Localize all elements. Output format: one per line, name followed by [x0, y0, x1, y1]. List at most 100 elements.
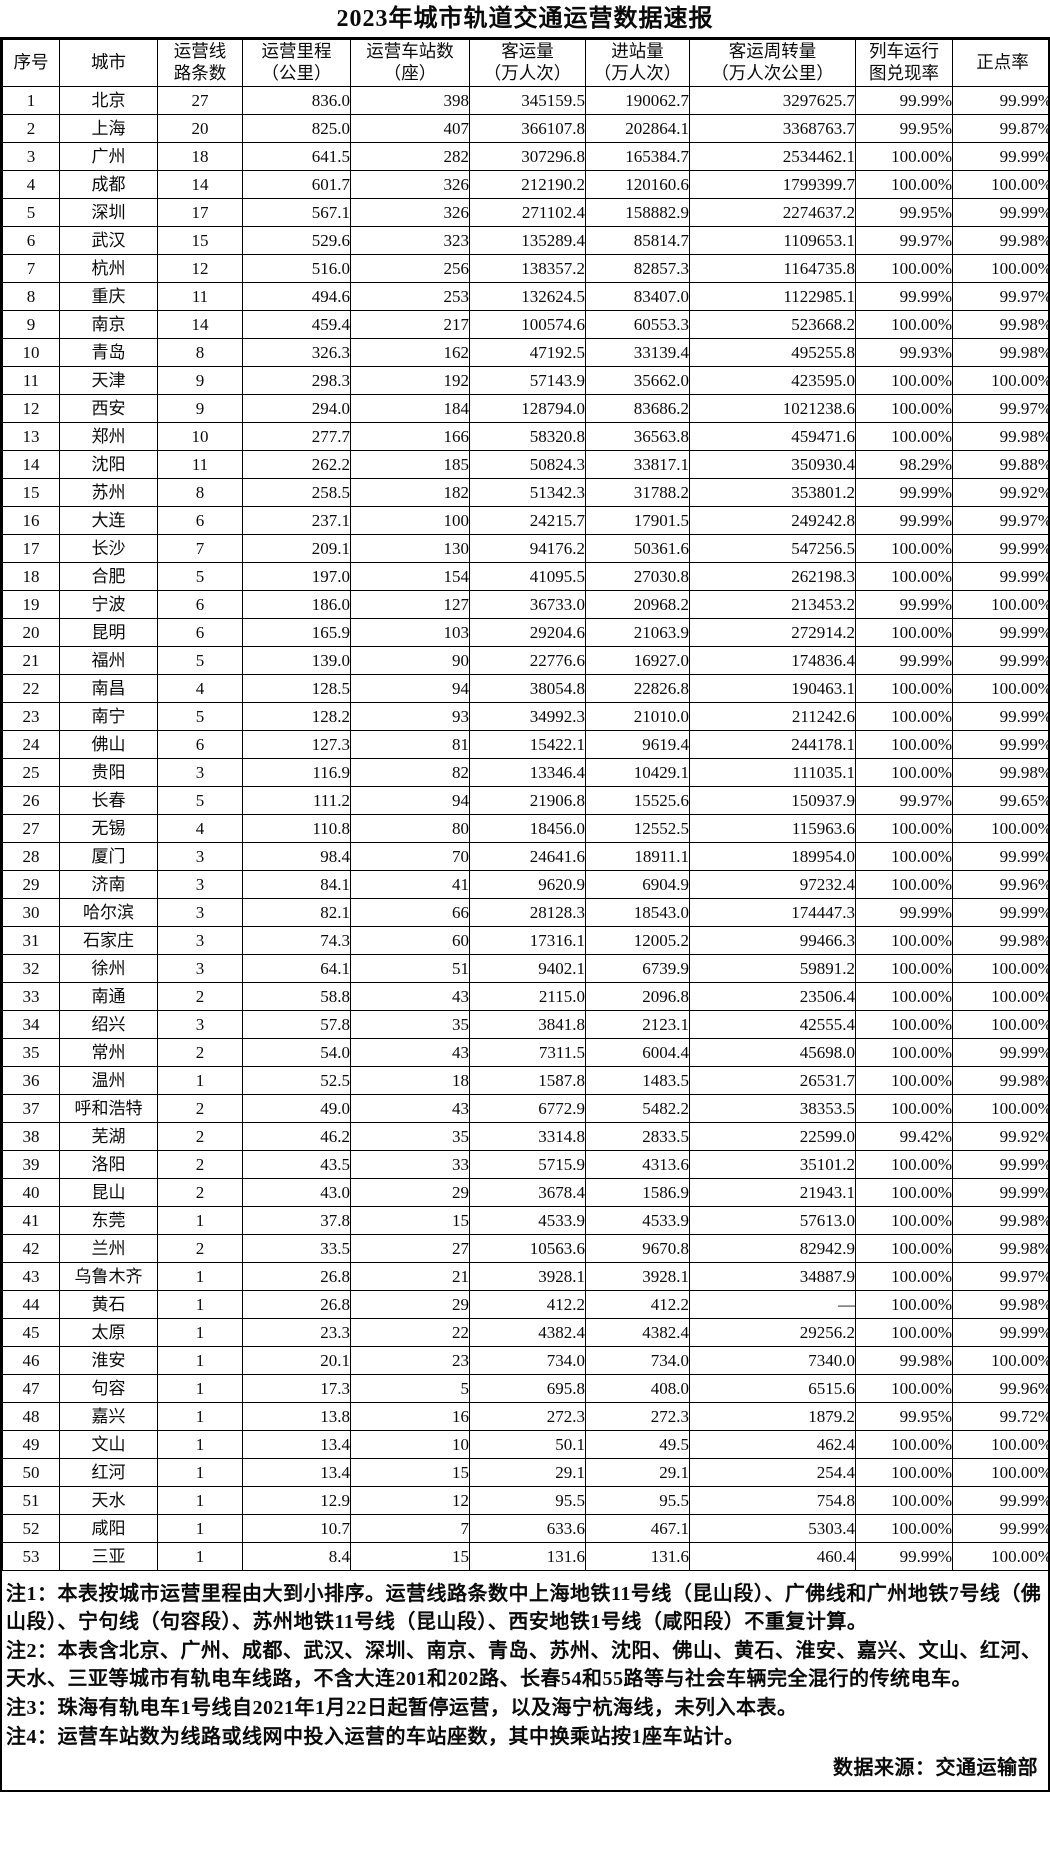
- table-cell: 天水: [59, 1486, 158, 1515]
- column-header: 进站量 （万人次）: [585, 39, 690, 87]
- table-cell: 17: [157, 198, 243, 227]
- table-cell: 100.00%: [855, 1010, 953, 1039]
- table-cell: 37.8: [242, 1206, 351, 1235]
- table-cell: 100.00%: [855, 1206, 953, 1235]
- table-cell: 49.0: [242, 1094, 351, 1123]
- table-cell: 131.6: [585, 1542, 690, 1571]
- rail-transit-data-table: 序号 城市 运营线 路条数 运营里程 （公里） 运营车站数 （座） 客运量 （万人次） 进站…: [2, 39, 1050, 1571]
- table-cell: 190062.7: [585, 86, 690, 115]
- table-cell: 温州: [59, 1066, 158, 1095]
- table-cell: 99.97%: [855, 786, 953, 815]
- table-cell: 16: [2, 506, 60, 535]
- table-cell: 3928.1: [469, 1262, 586, 1291]
- table-cell: 6772.9: [469, 1094, 586, 1123]
- table-cell: 99.93%: [855, 338, 953, 367]
- table-cell: 乌鲁木齐: [59, 1262, 158, 1291]
- table-cell: 4533.9: [469, 1206, 586, 1235]
- table-cell: 189954.0: [689, 842, 856, 871]
- table-cell: 8: [157, 478, 243, 507]
- page-title: 2023年城市轨道交通运营数据速报: [336, 6, 714, 32]
- table-cell: 济南: [59, 870, 158, 899]
- table-cell: 85814.7: [585, 226, 690, 255]
- table-cell: 253: [350, 282, 470, 311]
- table-cell: 3928.1: [585, 1262, 690, 1291]
- table-cell: 11: [157, 282, 243, 311]
- table-cell: 4382.4: [469, 1318, 586, 1347]
- table-cell: 100.00%: [952, 814, 1050, 843]
- table-cell: 94: [350, 786, 470, 815]
- table-cell: 262198.3: [689, 562, 856, 591]
- table-cell: 12: [157, 254, 243, 283]
- table-cell: 99.97%: [952, 282, 1050, 311]
- table-cell: 4313.6: [585, 1150, 690, 1179]
- table-cell: 51: [2, 1486, 60, 1515]
- table-cell: 13: [2, 422, 60, 451]
- table-cell: 99.98%: [952, 422, 1050, 451]
- table-cell: 99.97%: [952, 394, 1050, 423]
- table-frame: 序号 城市 运营线 路条数 运营里程 （公里） 运营车站数 （座） 客运量 （万人次） 进站…: [0, 37, 1050, 1792]
- table-cell: 芜湖: [59, 1122, 158, 1151]
- table-cell: 99.98%: [952, 338, 1050, 367]
- table-cell: 1: [157, 1486, 243, 1515]
- table-cell: 82942.9: [689, 1234, 856, 1263]
- table-cell: 12552.5: [585, 814, 690, 843]
- table-cell: 11: [157, 450, 243, 479]
- table-cell: 20968.2: [585, 590, 690, 619]
- table-cell: 100.00%: [855, 982, 953, 1011]
- table-cell: 601.7: [242, 170, 351, 199]
- table-cell: 41: [350, 870, 470, 899]
- table-cell: 50: [2, 1458, 60, 1487]
- table-cell: 100.00%: [952, 1346, 1050, 1375]
- table-cell: 98.4: [242, 842, 351, 871]
- table-cell: 33.5: [242, 1234, 351, 1263]
- table-cell: 100.00%: [952, 170, 1050, 199]
- footnote: 注3：珠海有轨电车1号线自2021年1月22日起暂停运营，以及海宁杭海线，未列入…: [6, 1697, 798, 1719]
- table-cell: 合肥: [59, 562, 158, 591]
- table-cell: 99.99%: [952, 562, 1050, 591]
- table-cell: 100.00%: [855, 422, 953, 451]
- table-cell: 南京: [59, 310, 158, 339]
- table-cell: 6: [2, 226, 60, 255]
- table-cell: 4382.4: [585, 1318, 690, 1347]
- table-cell: 423595.0: [689, 366, 856, 395]
- table-cell: 99.99%: [855, 282, 953, 311]
- table-cell: 165.9: [242, 618, 351, 647]
- table-cell: 13346.4: [469, 758, 586, 787]
- table-cell: 2: [157, 1150, 243, 1179]
- table-row: 15 苏州 8 258.5 182 51342.3 31788.2 353801.2 99.99…: [2, 478, 1050, 507]
- table-cell: 94: [350, 674, 470, 703]
- table-cell: 182: [350, 478, 470, 507]
- table-cell: 57.8: [242, 1010, 351, 1039]
- table-row: 30 哈尔滨 3 82.1 66 28128.3 18543.0 174447.3 99.99%…: [2, 898, 1050, 927]
- table-cell: 1: [157, 1206, 243, 1235]
- table-cell: 262.2: [242, 450, 351, 479]
- table-cell: 100.00%: [855, 534, 953, 563]
- table-row: 53 三亚 1 8.4 15 131.6 131.6 460.4 99.99% 100.00%: [2, 1542, 1050, 1571]
- table-row: 50 红河 1 13.4 15 29.1 29.1 254.4 100.00% 100.00%: [2, 1458, 1050, 1487]
- table-cell: 5: [2, 198, 60, 227]
- table-cell: 100.00%: [855, 730, 953, 759]
- table-cell: 41: [2, 1206, 60, 1235]
- table-cell: 43: [350, 1038, 470, 1067]
- table-cell: 184: [350, 394, 470, 423]
- table-cell: 1: [2, 86, 60, 115]
- table-cell: 100.00%: [855, 170, 953, 199]
- table-row: 26 长春 5 111.2 94 21906.8 15525.6 150937.9 99.97%…: [2, 786, 1050, 815]
- table-cell: 58.8: [242, 982, 351, 1011]
- table-cell: 99.99%: [855, 898, 953, 927]
- table-cell: 57613.0: [689, 1206, 856, 1235]
- table-cell: 99.99%: [952, 842, 1050, 871]
- table-cell: 38: [2, 1122, 60, 1151]
- table-cell: 100.00%: [952, 674, 1050, 703]
- table-cell: 100.00%: [855, 618, 953, 647]
- table-cell: 93: [350, 702, 470, 731]
- table-cell: 494.6: [242, 282, 351, 311]
- column-header: 运营线 路条数: [157, 39, 243, 87]
- footnotes: 注1：本表按城市运营里程由大到小排序。运营线路条数中上海地铁11号线（昆山段）、…: [2, 1571, 1048, 1754]
- table-cell: 文山: [59, 1430, 158, 1459]
- table-cell: 20: [157, 114, 243, 143]
- table-cell: 100.00%: [855, 1094, 953, 1123]
- table-row: 38 芜湖 2 46.2 35 3314.8 2833.5 22599.0 99.42% 99.9…: [2, 1122, 1050, 1151]
- table-cell: 100.00%: [855, 926, 953, 955]
